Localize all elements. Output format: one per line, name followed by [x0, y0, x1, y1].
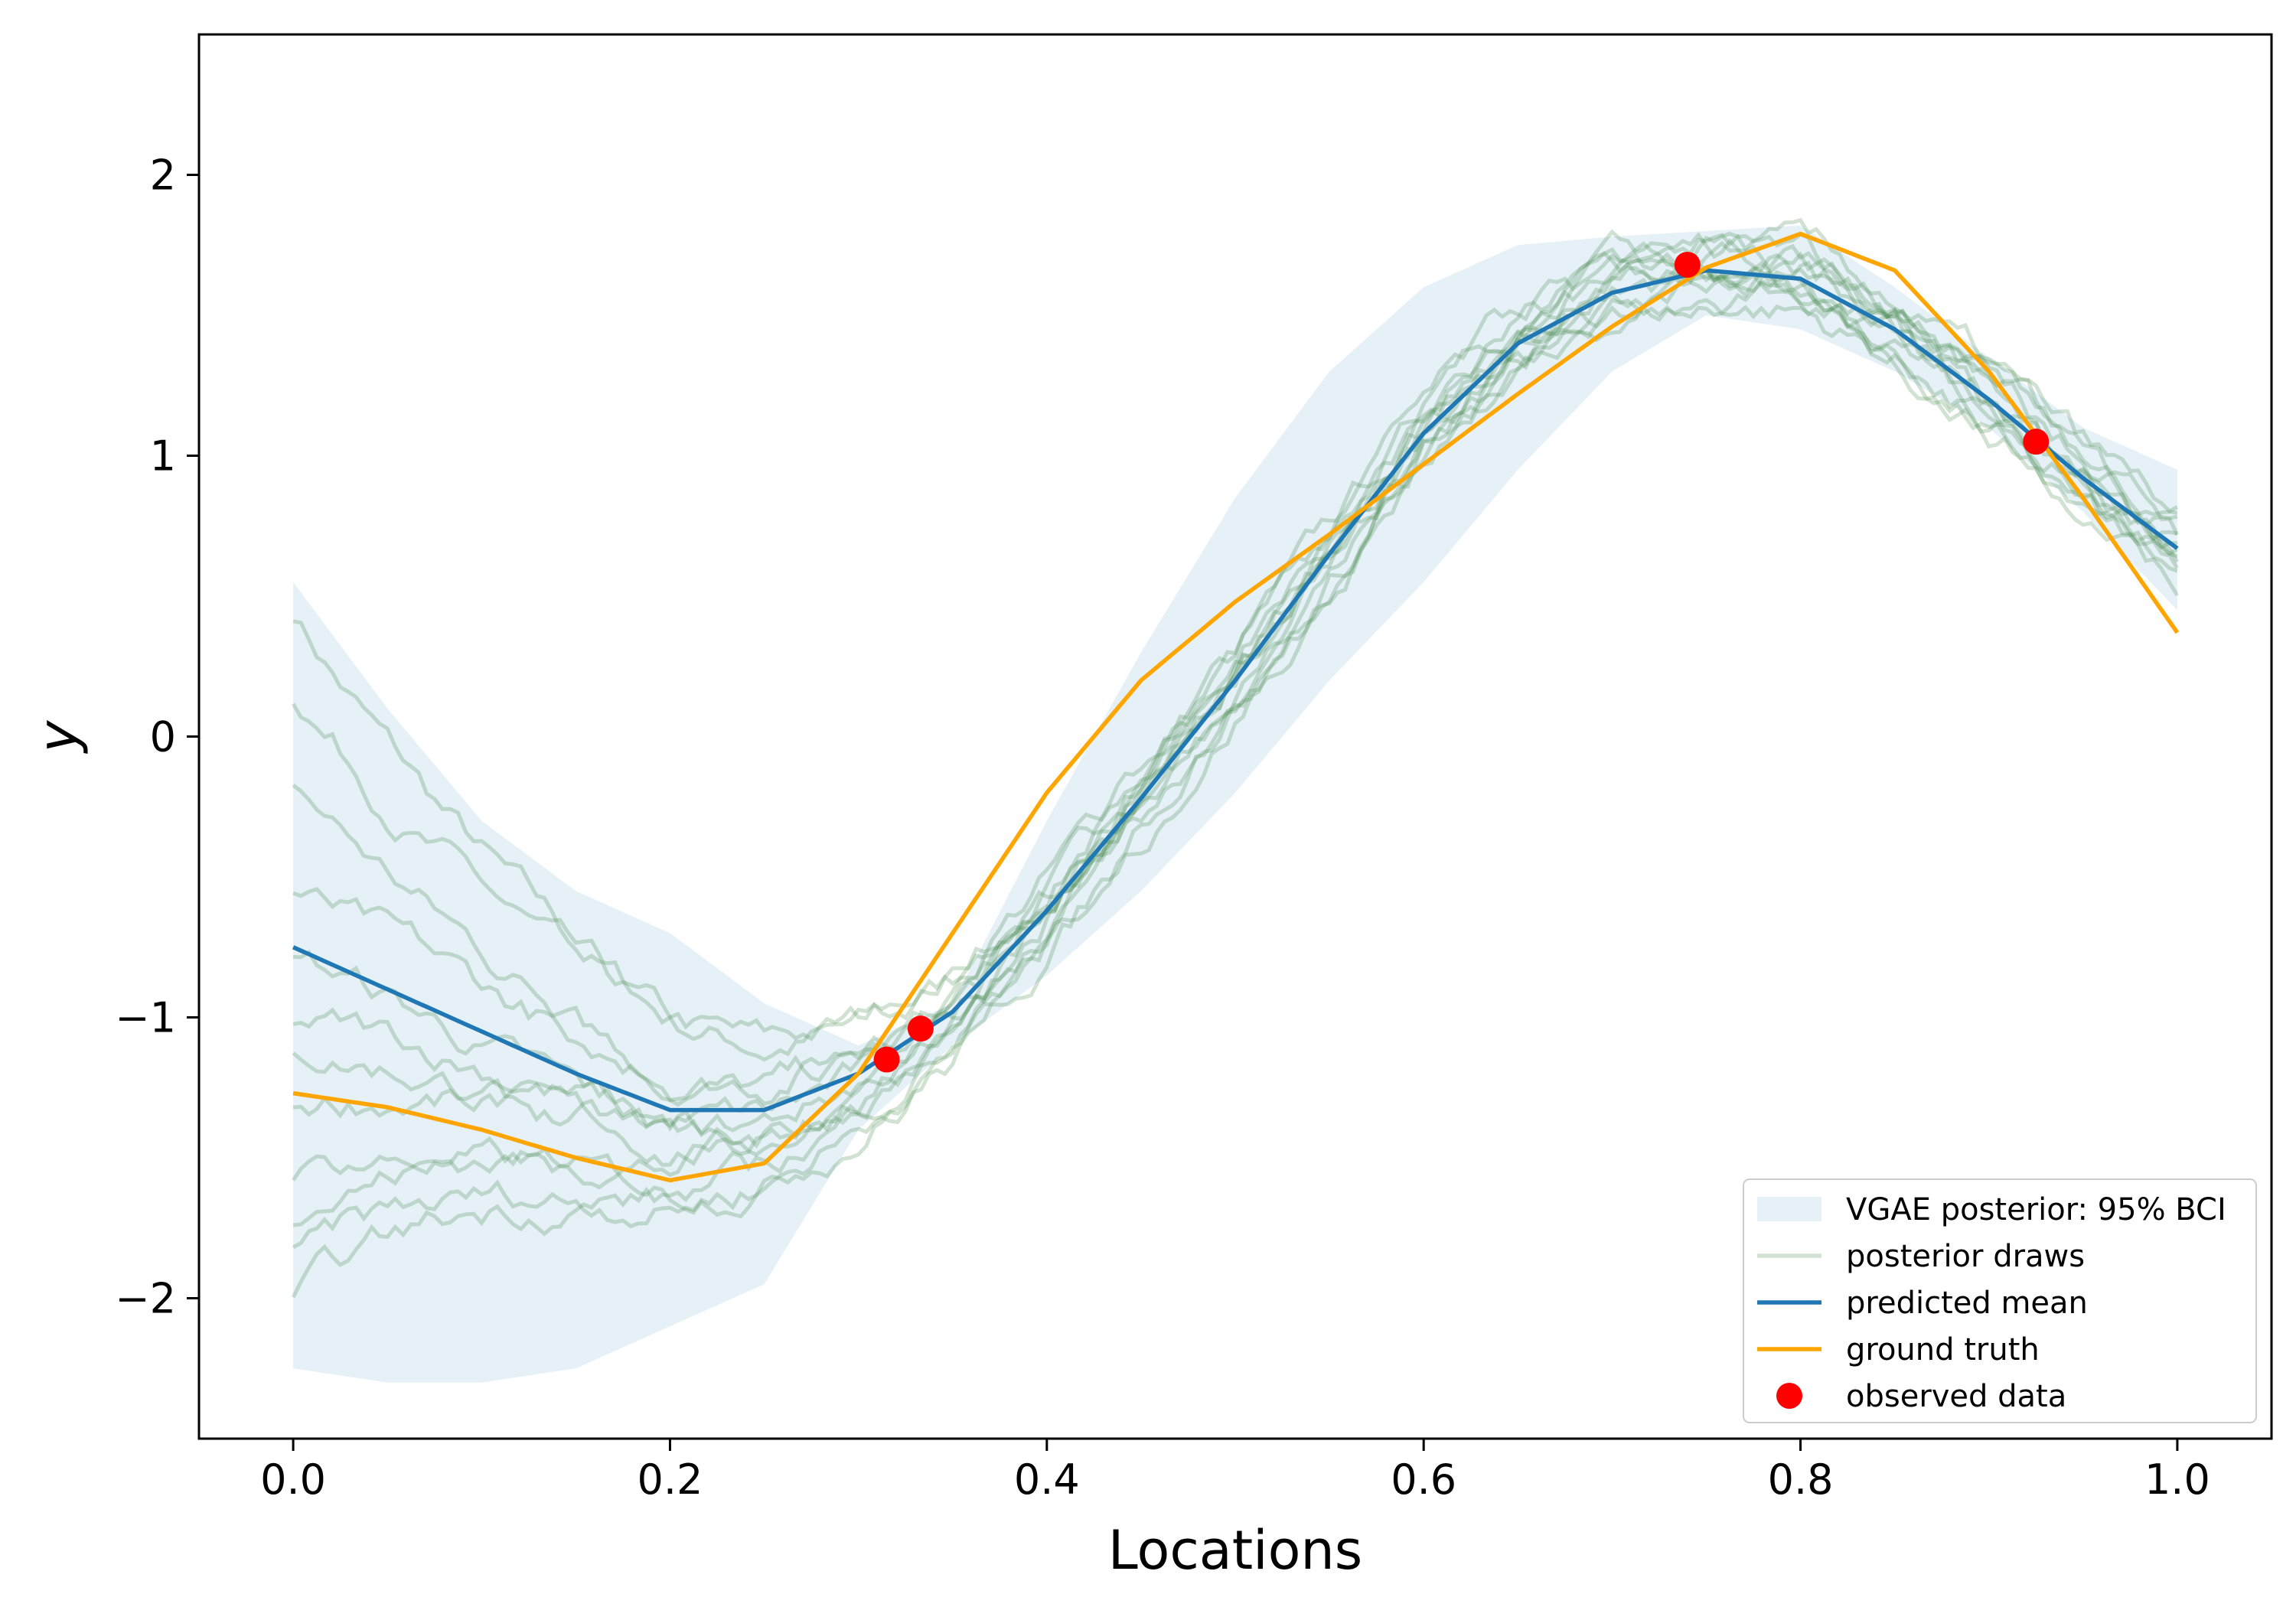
- legend: VGAE posterior: 95% BCI posterior draws pr…: [1743, 1178, 2257, 1423]
- ground-truth-line: [292, 231, 2180, 1183]
- posterior-draw: [292, 240, 2178, 1132]
- lines-layer: [292, 231, 2180, 1183]
- x-tick-label: 1.0: [2144, 1455, 2210, 1504]
- credible-interval-layer: [293, 225, 2177, 1383]
- y-tick-label: −1: [115, 994, 176, 1042]
- legend-label: ground truth: [1846, 1332, 2040, 1367]
- posterior-draw: [292, 217, 2179, 1227]
- legend-observed-swatch: [1776, 1383, 1802, 1409]
- observed-data-point: [907, 1015, 934, 1042]
- x-tick-label: 0.6: [1391, 1455, 1456, 1504]
- posterior-draw: [292, 267, 2177, 1250]
- posterior-draw: [292, 259, 2180, 1062]
- posterior-draw: [291, 253, 2180, 1299]
- x-axis-label: Locations: [1108, 1519, 1363, 1582]
- legend-label: observed data: [1846, 1379, 2066, 1414]
- predicted-mean-line: [292, 268, 2179, 1113]
- y-axis-label: y: [27, 719, 90, 754]
- y-tick-label: 2: [150, 152, 176, 200]
- y-tick-label: −2: [115, 1275, 176, 1323]
- y-tick-label: 1: [150, 432, 176, 481]
- posterior-draw: [292, 261, 2179, 1167]
- posterior-draw: [292, 298, 2178, 1156]
- posterior-draw: [292, 232, 2178, 1107]
- posterior-draw: [292, 275, 2180, 1219]
- x-tick-label: 0.4: [1014, 1455, 1080, 1504]
- observed-data-point: [873, 1046, 900, 1073]
- x-axis: 0.0 0.2 0.4 0.6 0.8 1.0: [260, 1439, 2210, 1504]
- legend-label: predicted mean: [1846, 1286, 2088, 1321]
- x-tick-label: 0.2: [638, 1455, 703, 1504]
- plot-area: [291, 217, 2180, 1383]
- legend-label: posterior draws: [1846, 1239, 2085, 1274]
- posterior-draw: [292, 231, 2180, 1136]
- observed-data-point: [1674, 251, 1701, 278]
- observed-data-point: [2023, 429, 2050, 455]
- credible-interval-band: [293, 225, 2177, 1383]
- posterior-draw: [292, 269, 2178, 1107]
- y-axis: −2 −1 0 1 2: [115, 152, 199, 1323]
- legend-label: VGAE posterior: 95% BCI: [1846, 1192, 2226, 1227]
- observed-points-layer: [873, 251, 2050, 1073]
- legend-band-swatch: [1757, 1197, 1821, 1221]
- y-tick-label: 0: [150, 713, 176, 761]
- x-tick-label: 0.0: [260, 1455, 326, 1504]
- x-tick-label: 0.8: [1768, 1455, 1834, 1504]
- legend-box: [1743, 1178, 2257, 1423]
